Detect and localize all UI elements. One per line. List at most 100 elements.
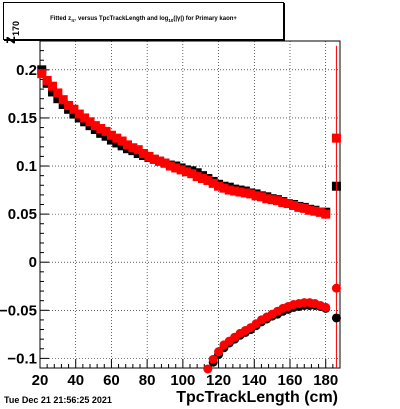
data-point-square [128, 143, 138, 153]
data-point-square [283, 199, 293, 209]
data-point-square [58, 99, 68, 109]
data-point-circle [321, 302, 331, 312]
data-point-square [246, 189, 256, 199]
data-point-square [48, 87, 57, 97]
data-point-square [273, 196, 282, 206]
data-point-square [133, 145, 143, 155]
data-point-square [203, 175, 213, 185]
series-0 [37, 65, 341, 217]
data-point-square [208, 178, 218, 188]
y-tick-label: 0.2 [16, 62, 37, 79]
data-point-square [149, 154, 159, 164]
data-point-square [58, 95, 68, 105]
data-point-square [112, 138, 122, 148]
title-prefix: Fitted z [50, 16, 72, 22]
y-axis-title-sub: 170 [11, 20, 22, 36]
data-point-square [155, 156, 165, 166]
y-tick-label: 0.15 [8, 110, 37, 127]
data-point-circle [331, 283, 341, 293]
title-suffix: (|γ|) for Primary kaon+ [173, 16, 237, 22]
data-point-square [74, 109, 84, 119]
x-tick-label: 100 [170, 372, 195, 389]
data-point-square [240, 188, 250, 198]
data-point-square [165, 161, 175, 171]
timestamp: Tue Dec 21 21:56:25 2021 [4, 395, 112, 405]
data-point-square [294, 202, 304, 212]
title-box: Fitted zπ° versus TpcTrackLength and log… [3, 2, 284, 40]
series-3 [203, 283, 341, 374]
x-tick-label: 80 [139, 372, 156, 389]
x-tick-label: 160 [277, 372, 302, 389]
data-point-square [48, 81, 57, 91]
data-point-square [219, 183, 229, 193]
data-point-square [262, 194, 272, 204]
x-tick-label: 140 [242, 372, 267, 389]
data-point-square [321, 209, 331, 219]
x-tick-label: 40 [67, 372, 84, 389]
data-point-square [181, 167, 191, 177]
data-point-square [176, 165, 186, 175]
data-point-square [112, 133, 122, 143]
data-point-square [106, 130, 116, 140]
data-point-square [224, 185, 234, 195]
data-point-square [106, 135, 116, 145]
data-point-square [230, 186, 240, 196]
data-point-square [299, 203, 309, 213]
data-point-square [198, 174, 207, 184]
data-point-square [310, 206, 320, 216]
data-point-square [37, 69, 47, 79]
data-point-square [117, 136, 127, 146]
x-tick-label: 20 [32, 372, 49, 389]
data-point-square [80, 113, 90, 123]
data-point-square [214, 181, 224, 191]
x-tick-label: 120 [206, 372, 231, 389]
title-log-base: 10 [168, 18, 174, 23]
data-point-square [305, 205, 315, 215]
data-point-square [187, 169, 197, 179]
data-point-square [96, 124, 106, 134]
tick-labels: 20 40 60 80 100 120 140 160 180 −0.1 −0.05 0 0.05 0.1… [0, 62, 338, 389]
data-point-square [267, 195, 277, 205]
data-point-circle [208, 354, 218, 364]
data-point-circle [214, 347, 224, 357]
data-point-square [192, 172, 202, 182]
data-point-square [315, 207, 325, 217]
data-marks [37, 45, 341, 374]
data-point-square [53, 94, 63, 104]
data-point-square [64, 100, 74, 110]
data-point-square [101, 126, 111, 136]
data-point-square [90, 121, 100, 131]
data-point-square [331, 133, 341, 143]
data-point-square [101, 131, 111, 141]
axis-ticks [39, 50, 334, 368]
title-middle: versus TpcTrackLength and log [76, 16, 169, 22]
y-tick-label: −0.05 [0, 302, 37, 319]
y-tick-label: 0 [29, 254, 37, 271]
title-subscript: π° [71, 18, 77, 23]
x-tick-label: 60 [103, 372, 120, 389]
y-axis-title: z170 [2, 21, 21, 44]
data-point-square [160, 158, 170, 168]
data-point-square [123, 140, 132, 150]
y-tick-label: 0.05 [8, 206, 37, 223]
data-point-circle [203, 364, 213, 374]
data-point-square [117, 141, 127, 151]
y-tick-label: 0.1 [16, 158, 37, 175]
data-point-square [289, 200, 299, 210]
chart-title: Fitted zπ° versus TpcTrackLength and log… [4, 16, 283, 23]
data-point-square [139, 149, 149, 159]
x-axis-title: TpcTrackLength (cm) [176, 389, 338, 406]
y-axis-title-main: z [2, 36, 19, 44]
y-tick-label: −0.1 [7, 350, 37, 367]
data-point-circle [331, 313, 341, 323]
data-point-square [144, 151, 154, 161]
series-1 [37, 45, 341, 368]
data-point-square [278, 198, 288, 208]
data-point-square [69, 104, 79, 114]
data-point-square [69, 109, 79, 119]
x-tick-label: 180 [313, 372, 338, 389]
data-point-square [53, 88, 63, 98]
data-point-square [235, 187, 245, 197]
data-point-square [171, 163, 181, 173]
